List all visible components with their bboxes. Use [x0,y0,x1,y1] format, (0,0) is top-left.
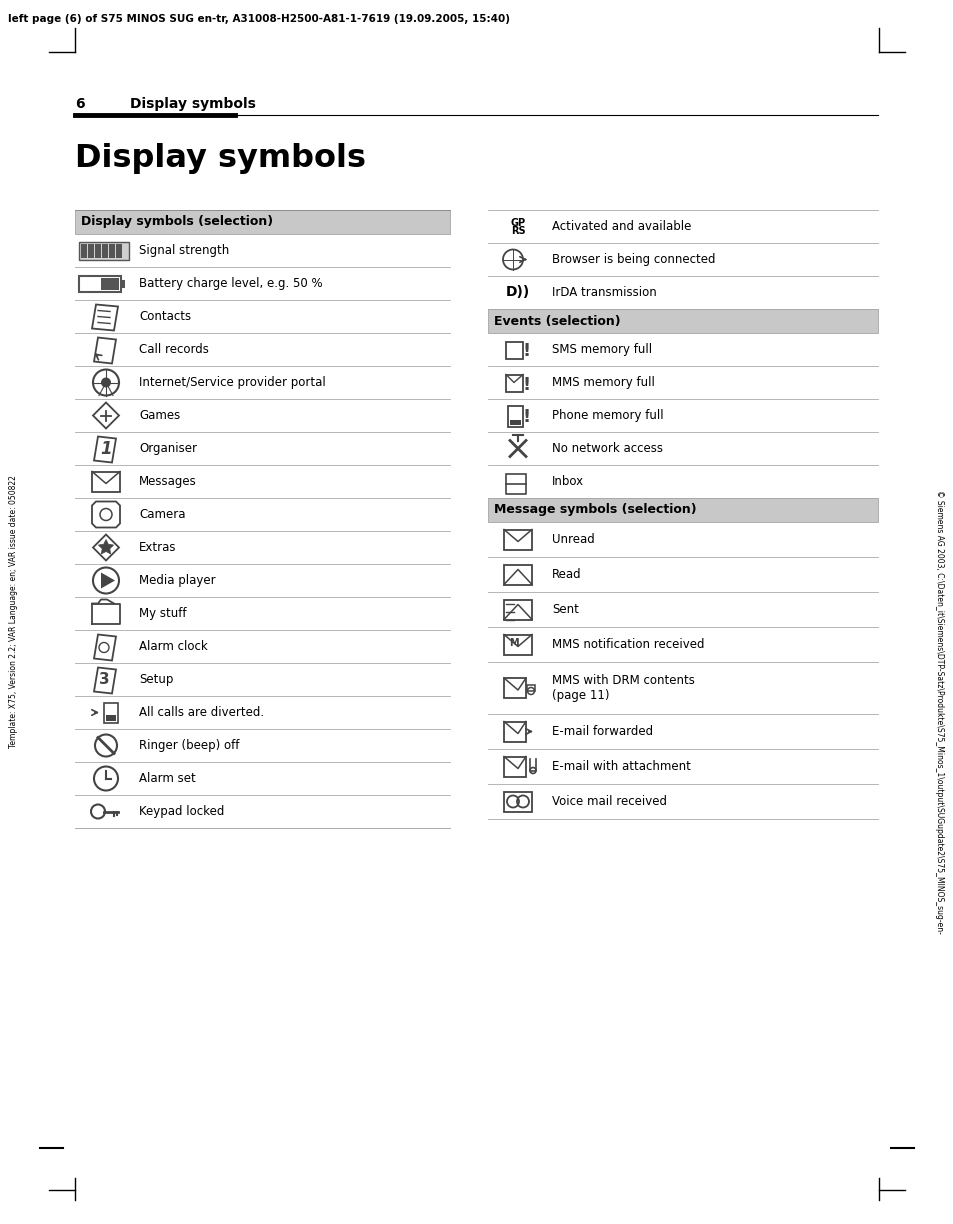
Text: Messages: Messages [139,475,196,488]
Text: Phone memory full: Phone memory full [552,409,663,422]
Bar [503,721,525,742]
Polygon shape [98,540,113,554]
Bar [503,756,525,776]
Text: Voice mail received: Voice mail received [552,796,666,808]
Text: !: ! [522,343,531,361]
Bar [526,685,535,692]
Bar [505,375,522,392]
Bar [109,244,115,257]
Text: Events (selection): Events (selection) [494,315,620,328]
Text: 3: 3 [98,672,110,687]
Bar [102,244,108,257]
Text: D)): D)) [505,285,530,300]
Text: E-mail forwarded: E-mail forwarded [552,725,653,738]
Text: RS: RS [510,225,525,235]
Bar [505,341,522,359]
Text: Games: Games [139,409,180,422]
Bar [488,308,877,333]
Text: M: M [509,638,518,647]
Text: Browser is being connected: Browser is being connected [552,253,715,266]
Text: Template: X75, Version 2.2; VAR Language: en; VAR issue date: 050822: Template: X75, Version 2.2; VAR Language… [10,476,18,748]
Bar [507,405,522,426]
Bar [116,244,122,257]
Text: 6: 6 [75,97,85,111]
Text: Call records: Call records [139,343,209,356]
Bar [79,275,121,291]
Bar [106,715,116,721]
Text: IrDA transmission: IrDA transmission [552,286,656,299]
Text: Alarm clock: Alarm clock [139,640,208,652]
Text: Message symbols (selection): Message symbols (selection) [494,503,696,517]
Text: Display symbols: Display symbols [130,97,255,111]
Text: All calls are diverted.: All calls are diverted. [139,706,264,718]
Text: MMS notification received: MMS notification received [552,638,703,651]
Bar [503,564,532,585]
Bar [503,792,532,812]
Bar [503,530,532,550]
Bar [95,244,101,257]
Bar [104,703,118,722]
Text: Sent: Sent [552,603,578,616]
Text: Read: Read [552,568,581,581]
Text: Battery charge level, e.g. 50 %: Battery charge level, e.g. 50 % [139,277,322,290]
Text: !: ! [522,376,531,393]
Text: Organiser: Organiser [139,442,196,455]
Text: Signal strength: Signal strength [139,244,229,257]
Text: Display symbols (selection): Display symbols (selection) [81,215,273,229]
Bar [75,211,450,234]
Text: Internet/Service provider portal: Internet/Service provider portal [139,376,325,389]
Bar [121,279,125,288]
Bar [488,498,877,521]
Text: left page (6) of S75 MINOS SUG en-tr, A31008-H2500-A81-1-7619 (19.09.2005, 15:40: left page (6) of S75 MINOS SUG en-tr, A3… [8,13,510,24]
Text: © Siemens AG 2003, C:\Daten_it\Siemens\DTP-Satz\Produkte\S75_Minos_1\output\SUGu: © Siemens AG 2003, C:\Daten_it\Siemens\D… [935,490,943,934]
Bar [101,278,119,290]
Text: No network access: No network access [552,442,662,455]
Text: Display symbols: Display symbols [75,143,366,174]
Text: Unread: Unread [552,532,594,546]
Text: Keypad locked: Keypad locked [139,805,224,818]
Bar [91,471,120,492]
Text: Extras: Extras [139,541,176,554]
Text: My stuff: My stuff [139,607,186,621]
Bar [88,244,94,257]
Text: Setup: Setup [139,673,173,685]
Text: Inbox: Inbox [552,475,583,488]
Text: Contacts: Contacts [139,310,191,323]
Text: GP: GP [510,219,525,229]
Polygon shape [101,573,115,589]
Bar [503,678,525,698]
Text: MMS with DRM contents
(page 11): MMS with DRM contents (page 11) [552,674,694,703]
Text: Media player: Media player [139,574,215,588]
Text: SMS memory full: SMS memory full [552,343,652,356]
Text: Ringer (beep) off: Ringer (beep) off [139,739,239,752]
Bar [503,634,532,655]
Circle shape [101,377,111,388]
Text: 1: 1 [100,439,112,458]
Text: Activated and available: Activated and available [552,220,691,233]
Text: !: ! [522,409,531,426]
Bar [81,244,87,257]
Text: MMS memory full: MMS memory full [552,376,654,389]
Text: Camera: Camera [139,508,185,521]
Bar [503,600,532,619]
Bar [510,420,520,425]
Text: E-mail with attachment: E-mail with attachment [552,760,690,774]
Bar [79,241,129,259]
Bar [505,474,525,483]
Text: Alarm set: Alarm set [139,772,195,785]
